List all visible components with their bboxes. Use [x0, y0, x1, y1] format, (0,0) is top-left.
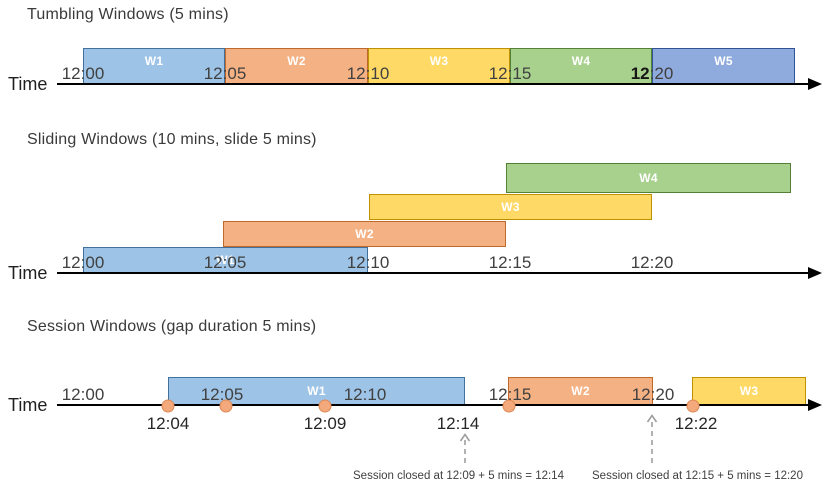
time-axis-label: Time: [8, 263, 48, 283]
window-w1: W1: [83, 48, 225, 84]
event-time-label: 12:04: [146, 414, 190, 433]
window-label: W1: [144, 54, 164, 68]
tick-label: 12:05: [203, 253, 247, 272]
window-label: W3: [429, 54, 449, 68]
window-label: W2: [355, 227, 374, 241]
annotation-arrow-icon: [459, 433, 472, 468]
window-w3: W3: [692, 377, 806, 405]
section-title: Tumbling Windows (5 mins): [27, 6, 229, 23]
tick-label: 12:10: [346, 64, 390, 83]
window-w3: W3: [369, 194, 652, 220]
event-dot: [502, 399, 516, 413]
tick-label: 12:15: [488, 385, 532, 404]
tick-label: 12:00: [61, 253, 105, 272]
window-label: W5: [714, 54, 733, 68]
window-label: W1: [307, 384, 326, 398]
time-axis: [57, 404, 810, 406]
tick-label: 12:05: [203, 64, 247, 83]
window-w1: W1: [83, 247, 368, 273]
window-w2: W2: [223, 221, 506, 247]
tick-label: 12:20: [631, 385, 675, 404]
axis-arrow-icon: [808, 267, 822, 279]
event-dot: [161, 399, 175, 413]
tick-label: 12:20: [630, 253, 674, 272]
tick-label: 12:10: [343, 385, 387, 404]
window-label: W3: [739, 384, 759, 398]
axis-arrow-icon: [808, 78, 822, 90]
window-w3: W3: [368, 48, 510, 84]
window-label: W1: [216, 253, 235, 267]
event-dot: [686, 399, 700, 413]
time-axis: [57, 272, 810, 274]
time-axis-label: Time: [8, 395, 48, 415]
time-axis: [57, 83, 810, 85]
window-w2: W2: [508, 377, 653, 405]
event-time-label: 12:22: [674, 414, 718, 433]
time-axis-label: Time: [8, 74, 48, 94]
tick-label: 12:00: [61, 64, 105, 83]
window-label: W2: [571, 384, 590, 398]
event-time-label: 12:09: [303, 414, 347, 433]
tick-label: 12:15: [488, 64, 532, 83]
tick-label: 12:10: [346, 253, 390, 272]
tick-label: 12:00: [61, 385, 105, 404]
window-label: W4: [639, 171, 658, 185]
window-w5: W5: [652, 48, 795, 84]
window-w4: W4: [506, 163, 791, 193]
tick-label: 12:15: [488, 253, 532, 272]
axis-arrow-icon: [808, 399, 822, 411]
window-label: W3: [501, 200, 520, 214]
event-time-label: 12:14: [436, 414, 480, 433]
tick-label: 12:20: [630, 64, 674, 83]
window-label: W2: [287, 54, 306, 68]
window-label: W4: [571, 54, 591, 68]
annotation-text: Session closed at 12:09 + 5 mins = 12:14: [353, 470, 564, 482]
section-title: Sliding Windows (10 mins, slide 5 mins): [27, 131, 317, 148]
event-dot: [219, 399, 233, 413]
tick-label: 12:05: [200, 385, 244, 404]
section-title: Session Windows (gap duration 5 mins): [27, 318, 317, 335]
event-dot: [318, 399, 332, 413]
annotation-text: Session closed at 12:15 + 5 mins = 12:20: [592, 470, 803, 482]
window-w2: W2: [225, 48, 368, 84]
window-w1: W1: [168, 377, 465, 405]
annotation-arrow-icon: [646, 414, 659, 468]
window-w4: W4: [510, 48, 652, 84]
